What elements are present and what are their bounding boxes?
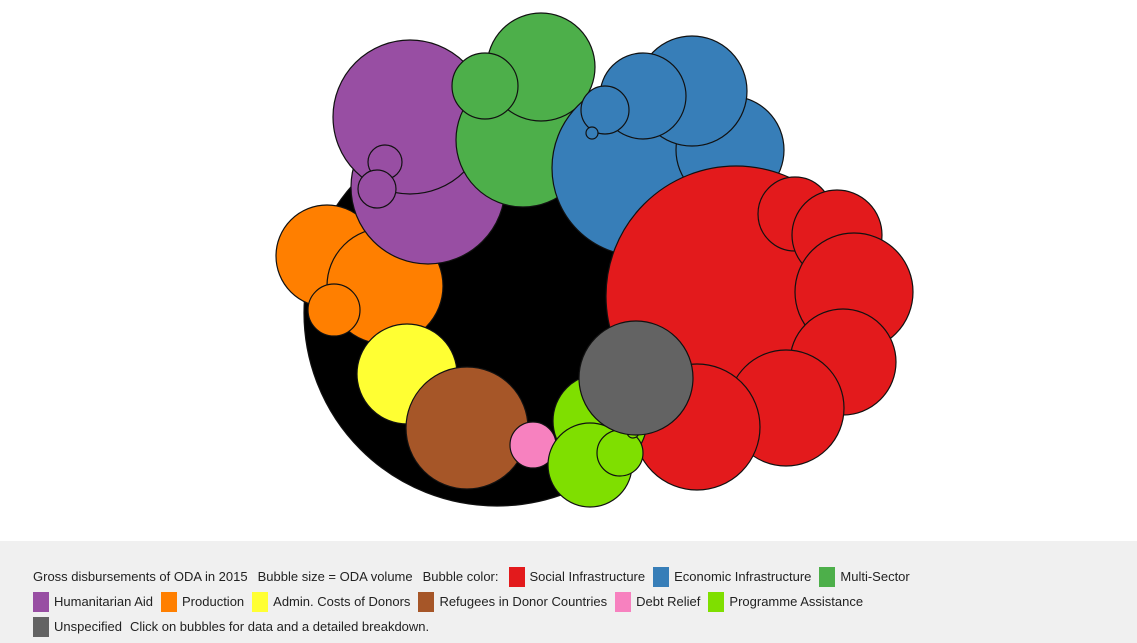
legend-swatch	[33, 616, 49, 637]
bubble-unspecified[interactable]	[578, 320, 694, 436]
legend-label: Production	[182, 594, 245, 609]
legend-label: Programme Assistance	[729, 594, 864, 609]
legend-swatch	[819, 566, 836, 587]
bubble-economic-infrastructure[interactable]	[580, 85, 630, 135]
legend-item-humanitarian-aid[interactable]: Humanitarian Aid	[33, 589, 153, 614]
legend-item-debt-relief[interactable]: Debt Relief	[615, 589, 700, 614]
legend-color-note: Bubble color:	[422, 569, 499, 584]
legend-item-admin-costs[interactable]: Admin. Costs of Donors	[252, 589, 410, 614]
bubble-production[interactable]	[307, 283, 361, 337]
legend-size-note: Bubble size = ODA volume	[257, 569, 413, 584]
legend-item-unspecified[interactable]: Unspecified	[33, 614, 122, 639]
legend-item-economic-infrastructure[interactable]: Economic Infrastructure	[653, 564, 811, 589]
legend-swatch	[33, 591, 49, 612]
legend-line-2: Humanitarian Aid Production Admin. Costs…	[33, 589, 1137, 614]
bubble-humanitarian-aid[interactable]	[357, 169, 397, 209]
legend-panel: Gross disbursements of ODA in 2015 Bubbl…	[0, 541, 1137, 643]
legend-label: Unspecified	[54, 619, 122, 634]
bubble-refugees-in-donor-countries[interactable]	[405, 366, 529, 490]
legend-label: Social Infrastructure	[529, 569, 646, 584]
legend-label: Admin. Costs of Donors	[273, 594, 411, 609]
legend-click-note: Click on bubbles for data and a detailed…	[129, 619, 430, 634]
legend-swatch	[252, 591, 269, 612]
bubble-chart	[275, 12, 914, 508]
legend-label: Refugees in Donor Countries	[439, 594, 608, 609]
legend-item-programme-assistance[interactable]: Programme Assistance	[708, 589, 863, 614]
legend-intro: Gross disbursements of ODA in 2015	[33, 569, 248, 584]
legend-swatch	[615, 591, 632, 612]
bubble-multi-sector[interactable]	[451, 52, 519, 120]
legend-line-1: Gross disbursements of ODA in 2015 Bubbl…	[33, 564, 1137, 589]
legend-line-3: Unspecified Click on bubbles for data an…	[33, 614, 1137, 639]
legend-label: Humanitarian Aid	[54, 594, 153, 609]
bubble-economic-infrastructure[interactable]	[585, 126, 599, 140]
legend-item-production[interactable]: Production	[161, 589, 244, 614]
legend-label: Debt Relief	[636, 594, 701, 609]
legend-item-refugees[interactable]: Refugees in Donor Countries	[418, 589, 607, 614]
legend-item-social-infrastructure[interactable]: Social Infrastructure	[508, 564, 646, 589]
legend-item-multi-sector[interactable]: Multi-Sector	[819, 564, 910, 589]
legend-swatch	[161, 591, 177, 612]
legend-swatch	[418, 591, 435, 612]
legend-swatch	[508, 566, 525, 587]
legend-label: Multi-Sector	[840, 569, 910, 584]
legend-swatch	[653, 566, 670, 587]
legend-label: Economic Infrastructure	[674, 569, 812, 584]
legend-swatch	[708, 591, 725, 612]
